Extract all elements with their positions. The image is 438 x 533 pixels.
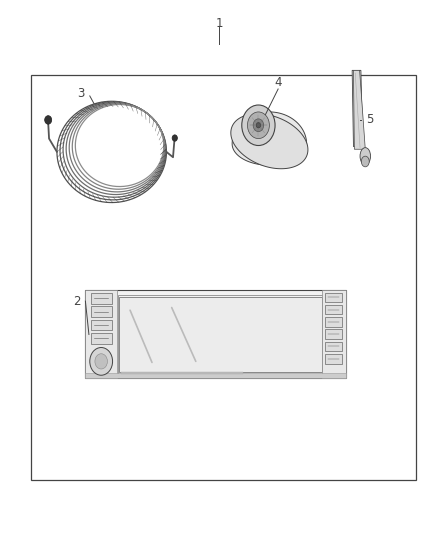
Circle shape	[90, 348, 113, 375]
Text: 4: 4	[274, 76, 282, 89]
Bar	[85, 290, 117, 378]
Bar	[322, 290, 346, 378]
Bar	[91, 320, 112, 330]
Bar	[325, 305, 342, 314]
Ellipse shape	[360, 148, 371, 165]
Circle shape	[45, 116, 52, 124]
Bar	[118, 295, 323, 374]
Polygon shape	[352, 70, 363, 147]
Circle shape	[95, 354, 107, 369]
Bar	[85, 373, 346, 378]
Text: 3: 3	[78, 87, 85, 100]
Text: 5: 5	[367, 114, 374, 126]
Bar	[119, 297, 322, 372]
Bar	[325, 342, 342, 351]
Text: 2: 2	[73, 295, 81, 308]
Bar	[85, 290, 346, 378]
Polygon shape	[232, 112, 307, 165]
Bar	[325, 354, 342, 364]
Ellipse shape	[361, 156, 369, 167]
Bar	[121, 372, 243, 374]
Bar	[91, 333, 112, 344]
Circle shape	[242, 105, 275, 146]
Circle shape	[253, 119, 264, 132]
Bar	[325, 293, 342, 302]
Text: 1: 1	[215, 18, 223, 30]
Bar	[325, 317, 342, 327]
Circle shape	[172, 135, 177, 141]
Circle shape	[247, 112, 269, 139]
Bar	[91, 293, 112, 304]
Circle shape	[256, 123, 261, 128]
Polygon shape	[231, 114, 308, 169]
Bar	[325, 329, 342, 339]
Bar	[31, 75, 416, 480]
Bar	[91, 306, 112, 317]
Polygon shape	[353, 70, 365, 149]
